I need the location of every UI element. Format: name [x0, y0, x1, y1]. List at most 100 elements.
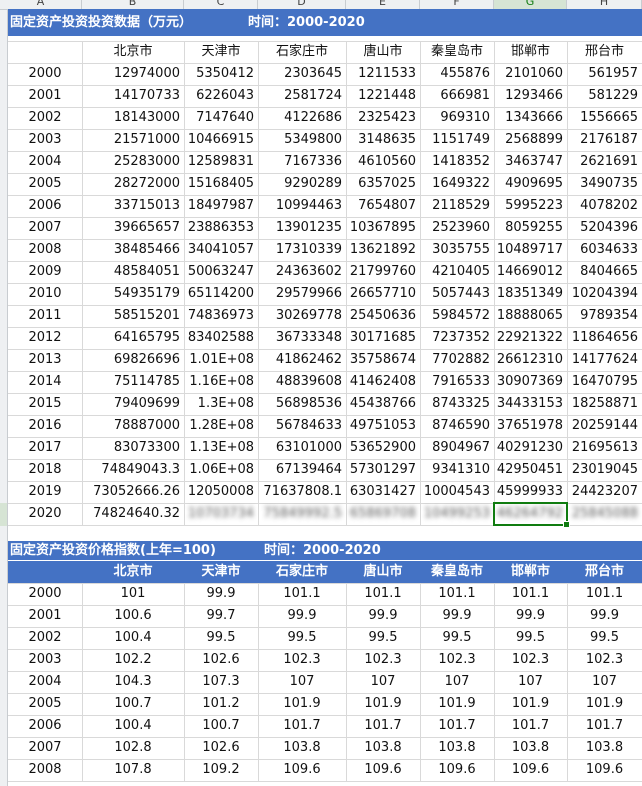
table1-value-cell[interactable]: 1.06E+08 [189, 462, 254, 477]
table1-value-cell[interactable]: 25845088 [571, 506, 638, 521]
table1-value-cell[interactable]: 6357025 [358, 176, 416, 191]
table1-year-cell[interactable]: 2011 [28, 308, 62, 323]
table2-value-cell[interactable]: 101.1 [511, 586, 550, 601]
table1-year-cell[interactable]: 2007 [28, 220, 62, 235]
table1-value-cell[interactable]: 7654807 [358, 198, 416, 213]
table1-year-cell[interactable]: 2005 [28, 176, 62, 191]
table2-value-cell[interactable]: 101.7 [364, 718, 402, 733]
table1-value-cell[interactable]: 561957 [588, 66, 638, 81]
table1-value-cell[interactable]: 666981 [440, 88, 490, 103]
table1-value-cell[interactable]: 7702882 [432, 352, 490, 367]
table1-value-cell[interactable]: 23886353 [187, 220, 254, 235]
table1-value-cell[interactable]: 1211533 [358, 66, 416, 81]
table2-value-cell[interactable]: 102.2 [114, 652, 152, 667]
table1-value-cell[interactable]: 10466915 [187, 132, 254, 147]
table1-value-cell[interactable]: 10367895 [349, 220, 416, 235]
table1-value-cell[interactable]: 26657710 [349, 286, 416, 301]
table1-value-cell[interactable]: 26612310 [496, 352, 563, 367]
table1-year-cell[interactable]: 2010 [28, 286, 62, 301]
table1-value-cell[interactable]: 2176187 [580, 132, 638, 147]
table1-value-cell[interactable]: 65869708 [349, 506, 416, 521]
table2-city-header[interactable]: 唐山市 [363, 564, 403, 579]
column-header-e[interactable]: E [346, 0, 420, 9]
table1-value-cell[interactable]: 1221448 [358, 88, 416, 103]
table2-value-cell[interactable]: 99.9 [206, 586, 236, 601]
table1-value-cell[interactable]: 4610560 [358, 154, 416, 169]
table2-value-cell[interactable]: 102.3 [364, 652, 402, 667]
table1-year-cell[interactable]: 2013 [28, 352, 62, 367]
table2-value-cell[interactable]: 99.9 [516, 608, 545, 623]
table1-value-cell[interactable]: 41862462 [275, 352, 342, 367]
table1-value-cell[interactable]: 17310339 [275, 242, 342, 257]
table2-city-header[interactable]: 北京市 [113, 564, 153, 579]
table1-value-cell[interactable]: 9341310 [432, 462, 490, 477]
table1-value-cell[interactable]: 75849992.5 [263, 506, 342, 521]
table2-value-cell[interactable]: 101 [120, 586, 146, 601]
table2-city-header[interactable]: 邢台市 [584, 564, 624, 579]
table1-value-cell[interactable]: 10204394 [571, 286, 638, 301]
table2-value-cell[interactable]: 107.3 [202, 674, 240, 689]
table1-value-cell[interactable]: 74824640.32 [93, 506, 180, 521]
table1-value-cell[interactable]: 46264792 [496, 506, 563, 521]
table1-year-cell[interactable]: 2019 [28, 484, 62, 499]
table1-city-header[interactable]: 邢台市 [584, 44, 624, 59]
table1-value-cell[interactable]: 45438766 [349, 396, 416, 411]
table2-value-cell[interactable]: 99.9 [590, 608, 619, 623]
table2-year-cell[interactable]: 2002 [28, 630, 62, 645]
table2-value-cell[interactable]: 103.8 [283, 740, 321, 755]
table1-value-cell[interactable]: 18143000 [113, 110, 180, 125]
table2-value-cell[interactable]: 107.8 [114, 762, 152, 777]
table2-year-cell[interactable]: 2003 [28, 652, 62, 667]
table1-value-cell[interactable]: 1.16E+08 [189, 374, 254, 389]
table1-value-cell[interactable]: 8059255 [505, 220, 563, 235]
table1-value-cell[interactable]: 7167336 [284, 154, 342, 169]
table1-value-cell[interactable]: 15168405 [187, 176, 254, 191]
table1-value-cell[interactable]: 78887000 [113, 418, 180, 433]
table1-value-cell[interactable]: 12589831 [187, 154, 254, 169]
table1-value-cell[interactable]: 18351349 [496, 286, 563, 301]
table1-value-cell[interactable]: 30171685 [349, 330, 416, 345]
table1-value-cell[interactable]: 3148635 [358, 132, 416, 147]
table1-value-cell[interactable]: 21799760 [349, 264, 416, 279]
table1-value-cell[interactable]: 6226043 [196, 88, 254, 103]
table1-value-cell[interactable]: 1649322 [432, 176, 490, 191]
table1-value-cell[interactable]: 18888065 [496, 308, 563, 323]
table1-value-cell[interactable]: 3490735 [580, 176, 638, 191]
table1-value-cell[interactable]: 63031427 [349, 484, 416, 499]
table2-value-cell[interactable]: 107 [518, 674, 543, 689]
table1-value-cell[interactable]: 41462408 [349, 374, 416, 389]
table1-value-cell[interactable]: 63101000 [275, 440, 342, 455]
table1-value-cell[interactable]: 8743325 [432, 396, 490, 411]
table2-value-cell[interactable]: 99.5 [590, 630, 619, 645]
table2-value-cell[interactable]: 101.1 [585, 586, 624, 601]
table1-value-cell[interactable]: 23019045 [571, 462, 638, 477]
table1-year-cell[interactable]: 2016 [28, 418, 62, 433]
column-header-d[interactable]: D [258, 0, 346, 9]
table1-value-cell[interactable]: 50063247 [187, 264, 254, 279]
table1-value-cell[interactable]: 71637808.1 [263, 484, 342, 499]
table1-value-cell[interactable]: 24423207 [571, 484, 638, 499]
table1-value-cell[interactable]: 7916533 [432, 374, 490, 389]
table1-city-header[interactable]: 天津市 [201, 44, 241, 59]
table2-value-cell[interactable]: 102.6 [202, 740, 240, 755]
table1-value-cell[interactable]: 39665657 [113, 220, 180, 235]
table1-value-cell[interactable]: 3463747 [505, 154, 563, 169]
table2-value-cell[interactable]: 102.3 [511, 652, 550, 667]
table2-value-cell[interactable]: 107 [592, 674, 617, 689]
table2-value-cell[interactable]: 101.1 [283, 586, 321, 601]
table1-value-cell[interactable]: 2568899 [505, 132, 563, 147]
table2-value-cell[interactable]: 100.7 [114, 696, 152, 711]
table2-value-cell[interactable]: 102.3 [585, 652, 624, 667]
table2-value-cell[interactable]: 102.3 [438, 652, 476, 667]
table1-value-cell[interactable]: 10489717 [496, 242, 563, 257]
table1-value-cell[interactable]: 10703734 [187, 506, 254, 521]
table1-value-cell[interactable]: 56784633 [275, 418, 342, 433]
table1-value-cell[interactable]: 1.13E+08 [189, 440, 254, 455]
table1-value-cell[interactable]: 83073300 [113, 440, 180, 455]
table1-value-cell[interactable]: 21571000 [113, 132, 180, 147]
table2-value-cell[interactable]: 99.5 [516, 630, 545, 645]
table1-value-cell[interactable]: 67139464 [275, 462, 342, 477]
table2-city-header[interactable]: 石家庄市 [275, 564, 328, 579]
table2-value-cell[interactable]: 101.9 [585, 696, 624, 711]
table2-value-cell[interactable]: 100.4 [114, 630, 152, 645]
